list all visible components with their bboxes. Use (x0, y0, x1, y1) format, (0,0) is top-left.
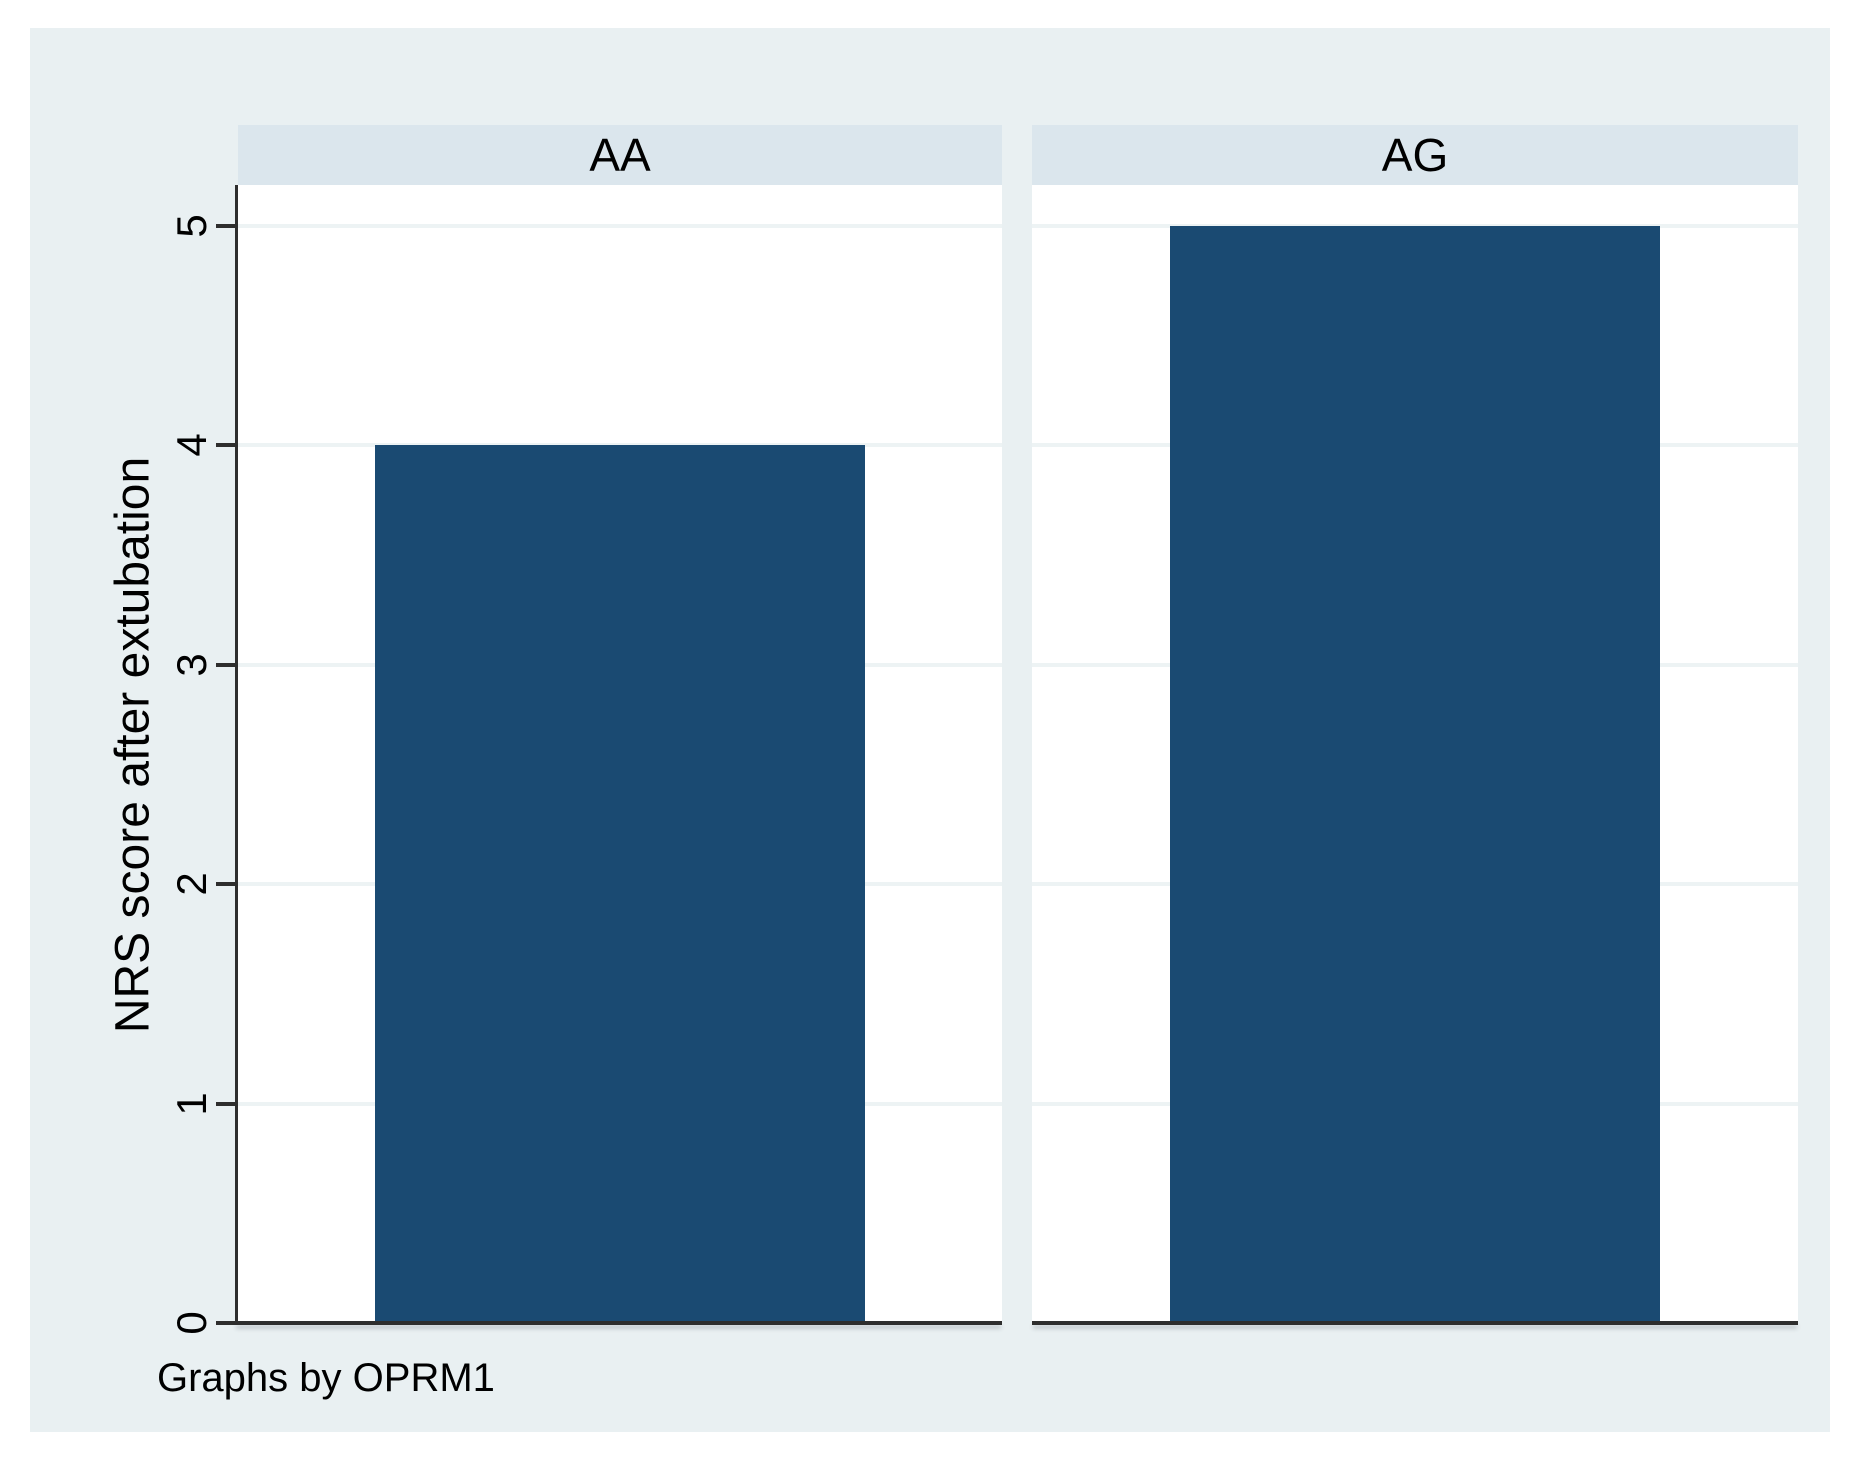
x-axis-line (235, 1321, 1002, 1325)
y-tick-mark (216, 1321, 235, 1325)
y-tick-label: 5 (168, 213, 215, 238)
bar (1170, 225, 1660, 1323)
note-caption: Graphs by OPRM1 (157, 1356, 495, 1401)
chart-card: NRS score after extubation 0 1 2 3 4 5 (30, 28, 1830, 1432)
y-tick-mark (216, 223, 235, 228)
y-tick-label: 0 (168, 1311, 215, 1335)
y-tick-label: 3 (168, 652, 215, 677)
y-tick-mark (216, 1101, 235, 1106)
y-tick-mark (216, 882, 235, 886)
gridline (238, 223, 1002, 228)
x-axis-line (1032, 1321, 1798, 1325)
y-tick-label: 4 (168, 433, 215, 457)
y-tick-mark (216, 662, 235, 667)
note-caption-label: Graphs by OPRM1 (157, 1356, 495, 1400)
facet-title-label: AA (589, 129, 651, 181)
facet-title-label: AG (1381, 129, 1449, 181)
y-axis-title-label: NRS score after extubation (106, 456, 160, 1034)
facet-header: AA (238, 125, 1002, 185)
y-tick-label: 2 (168, 872, 215, 896)
y-axis-line (235, 185, 239, 1325)
facet-plot-area (238, 185, 1002, 1323)
y-tick-label: 1 (168, 1091, 215, 1116)
y-tick-mark (216, 443, 235, 447)
bar (375, 445, 865, 1323)
facet-header: AG (1032, 125, 1798, 185)
facet-plot-area (1032, 185, 1798, 1323)
